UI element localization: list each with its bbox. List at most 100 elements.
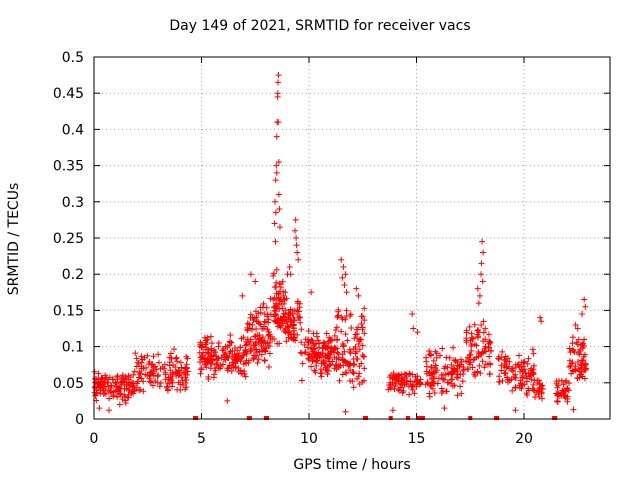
data-point xyxy=(458,390,465,397)
x-axis-label: GPS time / hours xyxy=(293,457,411,473)
data-point xyxy=(274,90,281,97)
data-point xyxy=(232,363,239,370)
data-point xyxy=(99,375,106,382)
data-point xyxy=(275,191,282,198)
data-point xyxy=(570,347,577,354)
data-point xyxy=(560,381,567,388)
data-point xyxy=(273,279,280,286)
data-point xyxy=(455,375,462,382)
data-point xyxy=(150,382,157,389)
data-point xyxy=(183,365,190,372)
data-point xyxy=(581,296,588,303)
data-point xyxy=(166,359,173,366)
data-point xyxy=(214,360,221,367)
data-point xyxy=(213,353,220,360)
data-point xyxy=(203,339,210,346)
data-point xyxy=(520,359,527,366)
zero-marker xyxy=(247,416,252,420)
data-point xyxy=(432,348,439,355)
data-point xyxy=(265,342,272,349)
data-point xyxy=(468,347,475,354)
data-point xyxy=(403,374,410,381)
data-point xyxy=(274,340,281,347)
x-tick-label: 20 xyxy=(515,431,533,447)
data-point xyxy=(340,343,347,350)
data-point xyxy=(253,338,260,345)
data-point xyxy=(486,371,493,378)
data-point xyxy=(318,360,325,367)
data-point xyxy=(343,289,350,296)
data-point xyxy=(295,256,302,263)
data-point xyxy=(480,318,487,325)
data-point xyxy=(177,359,184,366)
data-point xyxy=(449,383,456,390)
data-point xyxy=(312,369,319,376)
data-point xyxy=(486,360,493,367)
data-point xyxy=(469,364,476,371)
data-point xyxy=(249,321,256,328)
data-point xyxy=(179,377,186,384)
data-point xyxy=(361,305,368,312)
data-point xyxy=(281,300,288,307)
data-point xyxy=(279,278,286,285)
data-point xyxy=(417,376,424,383)
y-tick-label: 0.4 xyxy=(62,122,84,138)
data-point xyxy=(286,263,293,270)
data-point xyxy=(168,383,175,390)
plot-frame xyxy=(93,56,611,420)
data-point xyxy=(264,313,271,320)
data-point xyxy=(248,345,255,352)
data-point xyxy=(340,342,347,349)
data-point xyxy=(156,383,163,390)
data-point xyxy=(578,364,585,371)
data-point xyxy=(133,355,140,362)
data-point xyxy=(140,388,147,395)
data-point xyxy=(121,385,128,392)
data-point xyxy=(347,311,354,318)
data-point xyxy=(271,335,278,342)
data-point xyxy=(426,348,433,355)
data-point xyxy=(537,314,544,321)
data-point xyxy=(536,384,543,391)
data-point xyxy=(333,324,340,331)
data-point xyxy=(406,370,413,377)
data-point xyxy=(142,371,149,378)
data-point xyxy=(282,289,289,296)
data-point xyxy=(208,360,215,367)
data-point xyxy=(351,361,358,368)
data-point xyxy=(338,256,345,263)
data-point xyxy=(273,169,280,176)
data-point xyxy=(306,352,313,359)
data-point xyxy=(569,334,576,341)
data-point xyxy=(504,379,511,386)
data-point xyxy=(205,375,212,382)
data-point xyxy=(502,360,509,367)
data-point xyxy=(180,369,187,376)
data-point xyxy=(428,376,435,383)
data-point xyxy=(253,346,260,353)
data-point xyxy=(292,216,299,223)
data-point xyxy=(272,310,279,317)
data-point xyxy=(309,358,316,365)
data-point xyxy=(338,328,345,335)
data-point xyxy=(479,358,486,365)
data-point xyxy=(143,364,150,371)
data-point xyxy=(115,385,122,392)
data-point xyxy=(172,364,179,371)
data-point xyxy=(256,336,263,343)
data-point xyxy=(150,353,157,360)
data-point xyxy=(395,386,402,393)
data-point xyxy=(137,370,144,377)
data-point xyxy=(389,407,396,414)
data-point xyxy=(266,339,273,346)
data-point xyxy=(270,296,277,303)
data-point xyxy=(448,371,455,378)
data-point xyxy=(299,360,306,367)
data-point xyxy=(560,389,567,396)
data-point xyxy=(479,238,486,245)
data-point xyxy=(448,376,455,383)
data-point xyxy=(234,347,241,354)
data-point xyxy=(203,364,210,371)
data-point xyxy=(481,348,488,355)
